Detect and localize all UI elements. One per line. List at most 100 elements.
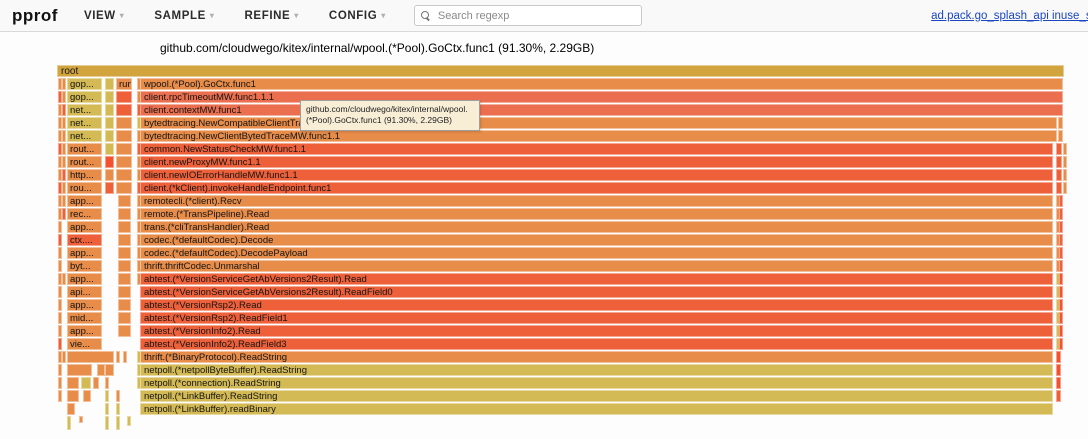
flame-cell[interactable]: [1059, 286, 1063, 298]
flame-cell[interactable]: [1059, 208, 1063, 220]
flame-cell[interactable]: [58, 312, 62, 324]
flame-bar[interactable]: abtest.(*VersionRsp2).Read: [140, 299, 1053, 311]
flame-cell[interactable]: [1056, 169, 1062, 181]
flame-cell-labeled[interactable]: gop...: [67, 91, 102, 103]
flame-cell[interactable]: [58, 325, 62, 337]
flame-cell[interactable]: [118, 195, 131, 207]
flame-bar[interactable]: client.(*kClient).invokeHandleEndpoint.f…: [140, 182, 1053, 194]
flame-cell-labeled[interactable]: vie...: [67, 338, 102, 350]
flame-cell[interactable]: [137, 260, 141, 272]
flame-bar[interactable]: netpoll.(*connection).ReadString: [140, 377, 1053, 389]
flame-cell[interactable]: [116, 117, 132, 129]
flame-cell[interactable]: [116, 143, 132, 155]
flame-cell-labeled[interactable]: http...: [67, 169, 102, 181]
flame-cell[interactable]: [58, 208, 62, 220]
flame-cell[interactable]: [118, 260, 131, 272]
flame-cell[interactable]: [118, 299, 131, 311]
flame-cell[interactable]: [105, 143, 114, 155]
flame-cell[interactable]: [116, 91, 132, 103]
flame-bar[interactable]: remote.(*TransPipeline).Read: [140, 208, 1053, 220]
flame-bar[interactable]: wpool.(*Pool).GoCtx.func1: [140, 78, 1063, 90]
flame-bar[interactable]: client.contextMW.func1: [140, 104, 1063, 116]
flame-cell[interactable]: [58, 390, 62, 402]
flame-cell[interactable]: [62, 195, 66, 207]
flame-cell[interactable]: [1058, 130, 1063, 142]
flame-cell[interactable]: [58, 78, 62, 90]
flame-cell-labeled[interactable]: rout...: [67, 156, 102, 168]
flame-cell[interactable]: [1059, 234, 1063, 246]
flame-cell[interactable]: [137, 221, 141, 233]
flame-cell-labeled[interactable]: rec...: [67, 208, 102, 220]
search-input[interactable]: [435, 8, 635, 23]
profile-link[interactable]: ad.pack.go_splash_api inuse_sp: [931, 9, 1088, 22]
flame-cell[interactable]: [118, 286, 131, 298]
flame-cell[interactable]: [137, 234, 141, 246]
flame-cell[interactable]: [137, 130, 141, 142]
flame-cell[interactable]: [137, 247, 141, 259]
flame-cell[interactable]: [118, 273, 131, 285]
flame-cell[interactable]: [1059, 247, 1063, 259]
flame-cell[interactable]: [81, 377, 91, 389]
menu-refine[interactable]: REFINE ▾: [245, 10, 299, 22]
flame-bar[interactable]: codec.(*defaultCodec).DecodePayload: [140, 247, 1053, 259]
flame-cell[interactable]: [116, 390, 120, 402]
flame-cell[interactable]: [58, 169, 62, 181]
flame-cell[interactable]: [67, 364, 92, 376]
flame-cell[interactable]: [1056, 377, 1061, 389]
flame-cell[interactable]: [58, 364, 62, 376]
flame-cell[interactable]: [83, 390, 91, 402]
flame-cell[interactable]: [1056, 364, 1061, 376]
flame-cell[interactable]: [1059, 195, 1063, 207]
flame-cell[interactable]: [118, 325, 131, 337]
flame-cell[interactable]: [116, 130, 132, 142]
flame-cell[interactable]: [116, 169, 132, 181]
flame-cell[interactable]: [105, 156, 114, 168]
flame-cell-labeled[interactable]: net...: [67, 130, 102, 142]
flame-bar[interactable]: abtest.(*VersionServiceGetAbVersions2Res…: [140, 286, 1053, 298]
menu-view[interactable]: VIEW ▾: [84, 10, 124, 22]
flame-bar[interactable]: netpoll.(*LinkBuffer).ReadString: [140, 390, 1053, 402]
flame-cell[interactable]: [62, 78, 66, 90]
flame-cell[interactable]: [58, 221, 62, 233]
flame-cell[interactable]: [123, 351, 127, 363]
flame-cell-labeled[interactable]: run...: [116, 78, 132, 90]
flame-cell[interactable]: [1056, 156, 1062, 168]
flame-cell[interactable]: [1063, 156, 1067, 168]
flame-cell-labeled[interactable]: byt...: [67, 260, 102, 272]
flame-cell[interactable]: [62, 208, 66, 220]
flame-cell[interactable]: [58, 338, 62, 350]
flame-cell[interactable]: [1059, 312, 1063, 324]
flame-cell[interactable]: [58, 104, 62, 116]
flame-cell[interactable]: [97, 364, 105, 376]
flame-cell[interactable]: [62, 351, 66, 363]
flame-cell[interactable]: [67, 377, 79, 389]
flame-cell-labeled[interactable]: app...: [67, 273, 102, 285]
flame-cell[interactable]: [105, 377, 109, 389]
flame-cell[interactable]: [67, 416, 71, 430]
flame-cell[interactable]: [105, 403, 109, 415]
flame-cell-labeled[interactable]: net...: [67, 117, 102, 129]
flame-cell[interactable]: [105, 130, 114, 142]
flame-cell-labeled[interactable]: api...: [67, 286, 102, 298]
flame-bar[interactable]: trans.(*cliTransHandler).Read: [140, 221, 1053, 233]
flame-cell[interactable]: [127, 416, 131, 426]
flame-cell[interactable]: [1059, 299, 1063, 311]
flame-cell-labeled[interactable]: app...: [67, 299, 102, 311]
flame-cell[interactable]: [58, 117, 62, 129]
flame-bar[interactable]: codec.(*defaultCodec).Decode: [140, 234, 1053, 246]
flame-cell[interactable]: [58, 156, 62, 168]
flame-cell[interactable]: [93, 377, 99, 389]
flame-cell[interactable]: [105, 169, 114, 181]
flame-cell[interactable]: [67, 390, 79, 402]
flame-cell[interactable]: [58, 247, 62, 259]
menu-config[interactable]: CONFIG ▾: [329, 10, 386, 22]
menu-sample[interactable]: SAMPLE ▾: [154, 10, 214, 22]
flame-cell[interactable]: [58, 182, 62, 194]
flame-cell[interactable]: [105, 117, 114, 129]
flame-bar[interactable]: thrift.thriftCodec.Unmarshal: [140, 260, 1053, 272]
flame-cell[interactable]: [137, 351, 141, 363]
flame-cell[interactable]: [1063, 143, 1067, 155]
flame-bar[interactable]: remotecli.(*client).Recv: [140, 195, 1053, 207]
flame-cell[interactable]: [105, 104, 114, 116]
flame-bar[interactable]: root: [57, 65, 1064, 77]
